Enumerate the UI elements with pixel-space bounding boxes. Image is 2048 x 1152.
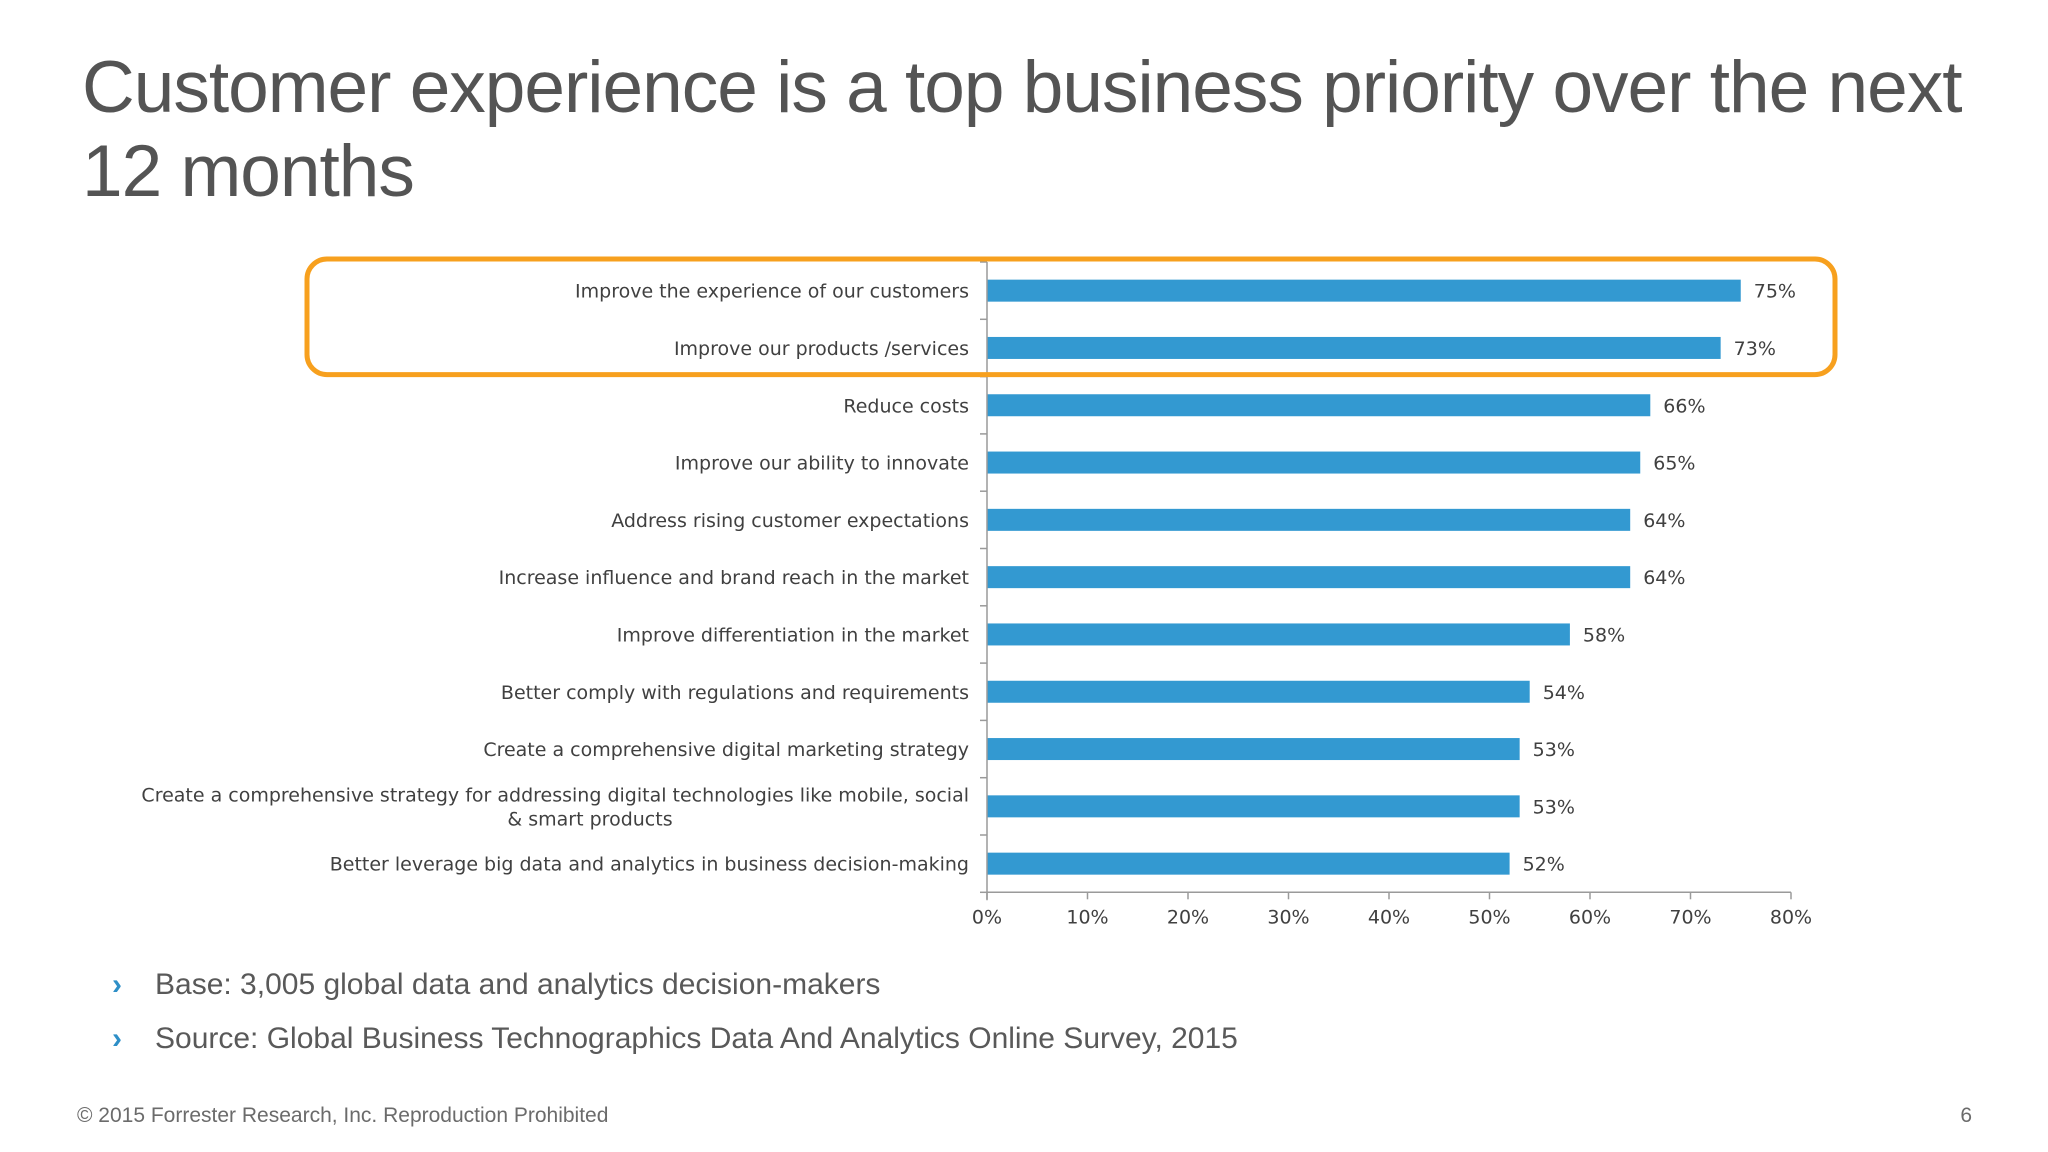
data-label: 64% [1643,567,1685,589]
chevron-right-icon: › [112,1022,122,1055]
highlight-box [304,256,1838,378]
data-label: 73% [1734,338,1776,360]
category-label: Better leverage big data and analytics i… [330,854,969,876]
category-label: Better comply with regulations and requi… [501,682,969,704]
data-label: 53% [1533,796,1575,818]
base-note: › Base: 3,005 global data and analytics … [112,958,1238,1012]
axes [980,261,1792,901]
bar [987,508,1631,531]
value-labels: 75% 73% 66% 65% 64% 64% 58% 54% 53% 53% 52% [1523,281,1796,876]
category-label: Create a comprehensive strategy for addr… [141,784,969,806]
bar [987,795,1520,818]
x-tick-label: 20% [1167,906,1209,928]
category-label: Create a comprehensive digital marketing… [483,739,969,761]
category-label: Reduce costs [843,395,969,417]
bar [987,336,1721,359]
data-label: 52% [1523,854,1565,876]
data-label: 54% [1543,682,1585,704]
x-tick-label: 10% [1066,906,1108,928]
data-label: 65% [1653,453,1695,475]
source-note: › Source: Global Business Technographics… [112,1012,1238,1066]
bars [987,279,1741,875]
chevron-right-icon: › [112,968,122,1001]
x-tick-label: 50% [1468,906,1510,928]
x-tick-labels: 0% 10% 20% 30% 40% 50% 60% 70% 80% [972,906,1812,928]
notes-list: › Base: 3,005 global data and analytics … [112,958,1238,1066]
category-label: & smart products [507,808,672,830]
data-label: 53% [1533,739,1575,761]
bar [987,451,1641,474]
data-label: 66% [1663,395,1705,417]
copyright-footer: © 2015 Forrester Research, Inc. Reproduc… [77,1104,609,1127]
bar [987,738,1520,761]
slide-title: Customer experience is a top business pr… [82,47,1963,212]
data-label: 75% [1754,281,1796,303]
bar [987,566,1631,589]
category-label: Address rising customer expectations [611,510,969,532]
x-tick-label: 70% [1669,906,1711,928]
category-labels: Improve the experience of our customers I… [141,281,969,876]
category-label: Improve the experience of our customers [575,281,969,303]
base-note-text: Base: 3,005 global data and analytics de… [155,968,881,1001]
category-label: Improve our ability to innovate [675,453,969,475]
x-tick-label: 0% [972,906,1002,928]
x-tick-label: 40% [1368,906,1410,928]
category-label: Improve differentiation in the market [617,624,969,646]
source-note-text: Source: Global Business Technographics D… [155,1022,1238,1055]
bar [987,623,1570,646]
x-tick-label: 80% [1770,906,1812,928]
bar [987,852,1510,875]
bar [987,279,1741,302]
category-label: Increase influence and brand reach in th… [499,567,969,589]
data-label: 64% [1643,510,1685,532]
bar [987,680,1530,703]
page-number: 6 [1960,1104,1972,1127]
x-tick-label: 30% [1267,906,1309,928]
category-label: Improve our products /services [674,338,969,360]
x-tick-label: 60% [1569,906,1611,928]
bar [987,394,1651,417]
bar-chart: Improve the experience of our customers I… [141,256,1838,928]
data-label: 58% [1583,624,1625,646]
